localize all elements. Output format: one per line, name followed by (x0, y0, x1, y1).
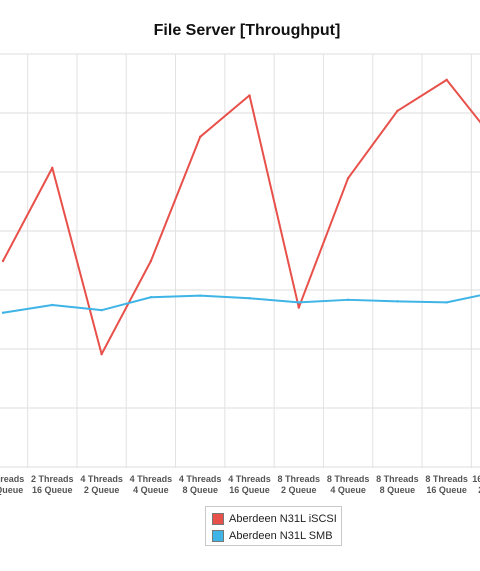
data-point (396, 109, 399, 113)
data-point (248, 94, 251, 97)
data-point (100, 352, 103, 356)
x-tick-label: 4 Threads 4 Queue (130, 474, 173, 495)
data-point (346, 177, 350, 180)
data-point (297, 306, 300, 309)
x-tick-label: 8 Threads 4 Queue (327, 474, 370, 495)
data-point (346, 298, 350, 302)
data-point (199, 135, 202, 138)
series-line-0 (2, 78, 480, 356)
grid (0, 53, 480, 468)
x-tick-label: 4 Threads 2 Queue (80, 474, 123, 495)
data-point (445, 301, 448, 304)
data-point (51, 166, 54, 170)
legend-item-iscsi: Aberdeen N31L iSCSI (212, 511, 337, 527)
data-point (1, 259, 5, 263)
legend-label-smb: Aberdeen N31L SMB (229, 530, 333, 542)
legend-label-iscsi: Aberdeen N31L iSCSI (229, 513, 337, 525)
data-point (445, 78, 448, 82)
data-point (149, 259, 153, 263)
x-tick-label: 8 Threads 8 Queue (376, 474, 419, 495)
data-point (51, 303, 54, 307)
data-point (1, 311, 5, 314)
data-point (100, 308, 103, 312)
chart-title: File Server [Throughput] (154, 22, 341, 39)
legend-swatch-iscsi (212, 513, 224, 525)
data-point (297, 301, 300, 304)
data-point (199, 294, 202, 297)
series-lines (1, 78, 480, 356)
x-tick-label: 4 Threads 8 Queue (179, 474, 222, 495)
x-tick-label: 8 Threads 16 Queue (425, 474, 468, 495)
series-line-1 (2, 294, 480, 314)
data-point (396, 300, 399, 303)
data-point (149, 296, 153, 299)
legend-item-smb: Aberdeen N31L SMB (212, 528, 333, 544)
x-tick-label: 2 Threads 16 Queue (31, 474, 74, 495)
x-tick-label: 4 Threads 16 Queue (228, 474, 271, 495)
data-point (248, 297, 251, 300)
x-tick-label: 8 Threads 2 Queue (278, 474, 321, 495)
legend: Aberdeen N31L iSCSI Aberdeen N31L SMB (205, 506, 342, 546)
x-tick-label: 1 Threads32 Queue (0, 474, 24, 495)
legend-swatch-smb (212, 530, 224, 542)
